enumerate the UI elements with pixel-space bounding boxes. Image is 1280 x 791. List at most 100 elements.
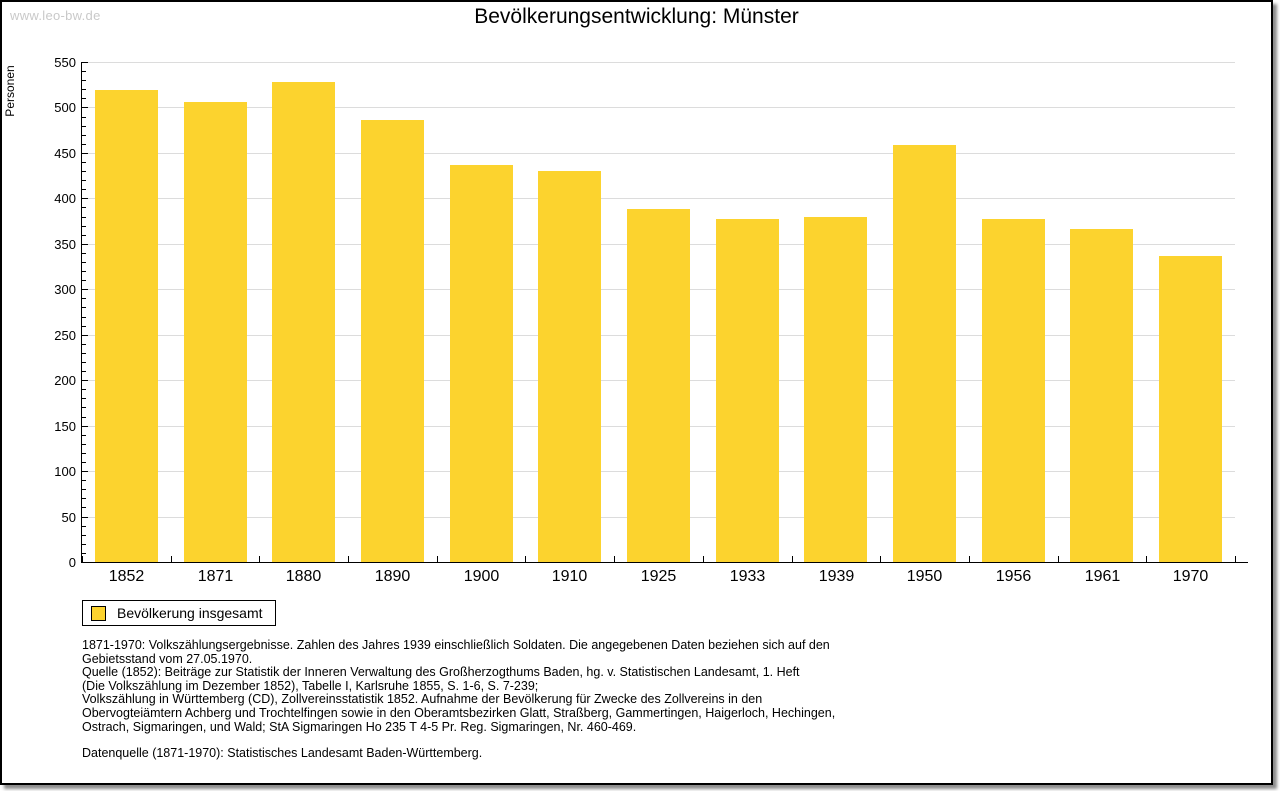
footnote-line: Volkszählung in Württemberg (CD), Zollve…: [82, 692, 763, 707]
y-minor-tick: [82, 144, 86, 145]
y-minor-tick: [82, 417, 86, 418]
y-minor-tick: [82, 189, 86, 190]
x-tick: [1058, 556, 1059, 562]
x-tick-label-1871: 1871: [197, 568, 234, 585]
x-tick: [969, 556, 970, 562]
y-minor-tick: [82, 453, 86, 454]
y-tick-label: 150: [54, 419, 76, 434]
y-minor-tick: [82, 317, 86, 318]
y-minor-tick: [82, 389, 86, 390]
y-tick-label: 350: [54, 237, 76, 252]
y-tick-label: 0: [68, 555, 76, 570]
x-tick-label-1925: 1925: [640, 568, 677, 585]
y-major-tick: [82, 244, 88, 245]
y-minor-tick: [82, 226, 86, 227]
x-tick: [171, 556, 172, 562]
y-minor-tick: [82, 444, 86, 445]
y-minor-tick: [82, 344, 86, 345]
bar-1925: [627, 209, 690, 562]
bar-1880: [272, 82, 335, 562]
footnote-line: Gebietsstand vom 27.05.1970.: [82, 651, 253, 666]
y-minor-tick: [82, 80, 86, 81]
bar-1961: [1070, 229, 1133, 562]
y-minor-tick: [82, 71, 86, 72]
y-minor-tick: [82, 480, 86, 481]
x-tick: [1146, 556, 1147, 562]
x-tick-label-1939: 1939: [818, 568, 855, 585]
gridline: [82, 62, 1235, 63]
bar-1890: [361, 120, 424, 562]
y-tick-label: 400: [54, 191, 76, 206]
x-tick: [1235, 556, 1236, 562]
y-minor-tick: [82, 435, 86, 436]
x-tick-label-1900: 1900: [463, 568, 500, 585]
y-major-tick: [82, 153, 88, 154]
bar-1950: [893, 145, 956, 562]
footnote-block: 1871-1970: Volkszählungsergebnisse. Zahl…: [82, 638, 1212, 734]
y-minor-tick: [82, 462, 86, 463]
y-minor-tick: [82, 271, 86, 272]
site-watermark: www.leo-bw.de: [10, 8, 101, 23]
y-tick-label: 450: [54, 146, 76, 161]
y-minor-tick: [82, 162, 86, 163]
y-axis-line: [81, 62, 82, 563]
y-minor-tick: [82, 135, 86, 136]
footnote-line: (Die Volkszählung im Dezember 1852), Tab…: [82, 678, 539, 693]
y-minor-tick: [82, 126, 86, 127]
x-tick-label-1910: 1910: [551, 568, 588, 585]
y-minor-tick: [82, 171, 86, 172]
legend-swatch: [91, 605, 106, 621]
y-tick-label: 50: [61, 510, 76, 525]
y-minor-tick: [82, 207, 86, 208]
y-major-tick: [82, 62, 88, 63]
y-minor-tick: [82, 217, 86, 218]
y-minor-tick: [82, 326, 86, 327]
x-tick-label-1950: 1950: [906, 568, 943, 585]
bar-1933: [716, 219, 779, 562]
footnote-line: Quelle (1852): Beiträge zur Statistik de…: [82, 665, 800, 680]
x-tick-label-1890: 1890: [374, 568, 411, 585]
data-source-line: Datenquelle (1871-1970): Statistisches L…: [82, 746, 483, 760]
bar-1956: [982, 219, 1045, 562]
y-minor-tick: [82, 89, 86, 90]
y-major-tick: [82, 335, 88, 336]
x-tick-label-1961: 1961: [1084, 568, 1121, 585]
y-minor-tick: [82, 117, 86, 118]
y-minor-tick: [82, 544, 86, 545]
y-minor-tick: [82, 280, 86, 281]
x-tick-label-1956: 1956: [995, 568, 1032, 585]
legend-label: Bevölkerung insgesamt: [117, 605, 263, 621]
y-axis-title: Personen: [3, 65, 17, 117]
y-major-tick: [82, 289, 88, 290]
y-tick-label: 100: [54, 464, 76, 479]
y-minor-tick: [82, 353, 86, 354]
bar-1852: [95, 90, 158, 562]
y-tick-label: 300: [54, 282, 76, 297]
y-minor-tick: [82, 553, 86, 554]
x-tick: [82, 556, 83, 562]
y-tick-label: 250: [54, 328, 76, 343]
x-tick: [703, 556, 704, 562]
x-tick: [792, 556, 793, 562]
y-minor-tick: [82, 371, 86, 372]
bar-1939: [804, 217, 867, 562]
y-minor-tick: [82, 507, 86, 508]
x-axis-line: [81, 562, 1248, 563]
x-tick: [880, 556, 881, 562]
y-minor-tick: [82, 498, 86, 499]
x-tick-label-1852: 1852: [108, 568, 145, 585]
footnote-line: 1871-1970: Volkszählungsergebnisse. Zahl…: [82, 638, 830, 652]
y-minor-tick: [82, 526, 86, 527]
y-tick-label: 500: [54, 100, 76, 115]
x-tick: [348, 556, 349, 562]
y-major-tick: [82, 107, 88, 108]
gridline: [82, 107, 1235, 108]
y-minor-tick: [82, 298, 86, 299]
y-minor-tick: [82, 98, 86, 99]
y-major-tick: [82, 517, 88, 518]
x-tick-label-1970: 1970: [1172, 568, 1209, 585]
y-minor-tick: [82, 180, 86, 181]
x-tick: [525, 556, 526, 562]
page-title: Bevölkerungsentwicklung: Münster: [474, 5, 799, 28]
y-major-tick: [82, 471, 88, 472]
